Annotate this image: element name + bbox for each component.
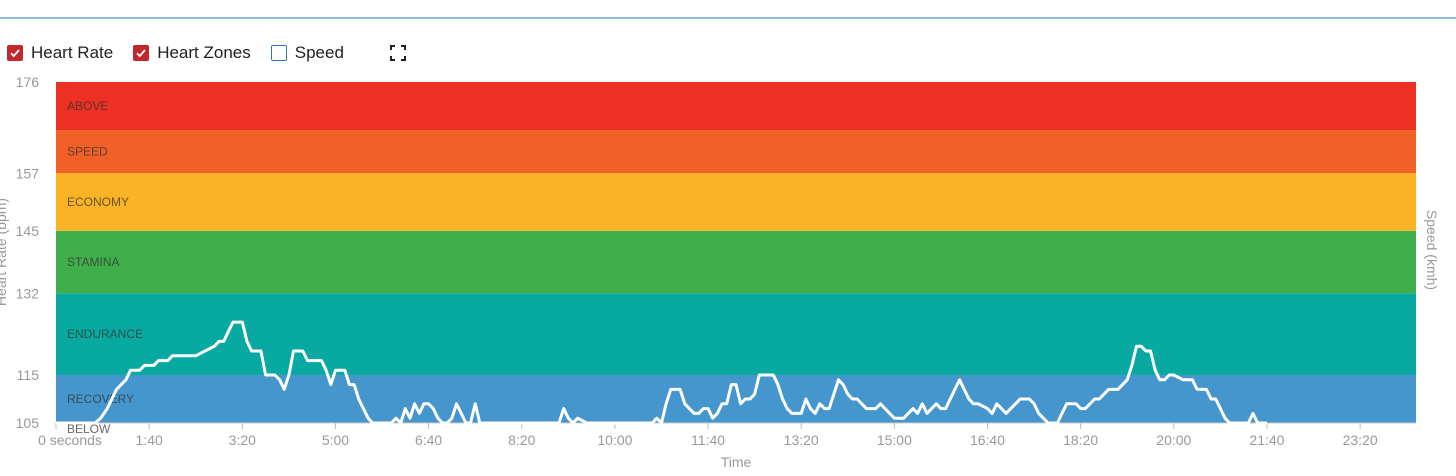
x-tick-label: 15:00: [877, 432, 912, 448]
zone-band-stamina: [56, 230, 1416, 294]
heart-rate-label: Heart Rate: [31, 43, 114, 62]
x-tick-label: 21:40: [1249, 432, 1284, 448]
speed-label: Speed: [294, 43, 344, 62]
y-axis-title: Heart Rate (bpm): [0, 198, 9, 306]
zone-band-endurance: [56, 293, 1416, 375]
heart-rate-toggle[interactable]: Heart Rate: [7, 43, 113, 63]
zone-band-above: [56, 82, 1416, 131]
heart-zones-checkbox[interactable]: [133, 45, 150, 61]
y-ticks: 105 115 132 145 157 176: [16, 74, 40, 431]
top-divider: [0, 17, 1456, 19]
y-tick-label: 105: [16, 415, 40, 431]
x-tick-label: 16:40: [970, 432, 1005, 448]
x-tick-label: 6:40: [415, 432, 442, 448]
y-tick-label: 145: [16, 223, 40, 239]
x-tick-label: 13:20: [784, 432, 819, 448]
heart-rate-checkbox[interactable]: [7, 45, 23, 61]
speed-checkbox[interactable]: [270, 45, 287, 61]
y2-axis-title: Speed (kmh): [1424, 210, 1440, 290]
zones-layer: BELOW RECOVERY ENDURANCE STAMINA ECONOMY SPEE…: [56, 82, 1416, 436]
heart-zones-label: Heart Zones: [157, 43, 251, 62]
x-axis-title: Time: [721, 454, 752, 470]
zone-band-speed: [56, 130, 1416, 174]
fullscreen-icon[interactable]: [389, 45, 406, 61]
x-tick-label: 5:00: [322, 432, 349, 448]
heart-rate-line: [56, 320, 1267, 425]
heart-zones-toggle[interactable]: Heart Zones: [133, 43, 251, 63]
x-tick-label: 8:20: [508, 432, 535, 448]
zone-band-economy: [56, 173, 1416, 231]
x-tick-label: 11:40: [691, 432, 725, 448]
zone-label-economy: ECONOMY: [67, 195, 129, 209]
chart-toolbar: Heart Rate Heart Zones Speed: [0, 40, 406, 66]
x-ticks: 0 seconds 1:40 3:20 5:00 6:40 8:20 10:00 11:40 1…: [38, 422, 1416, 448]
x-tick-label: 20:00: [1156, 432, 1191, 448]
x-tick-label: 0 seconds: [38, 432, 102, 448]
x-tick-label: 23:20: [1343, 432, 1378, 448]
zone-label-stamina: STAMINA: [67, 255, 119, 269]
y-tick-label: 176: [16, 74, 40, 90]
x-tick-label: 10:00: [597, 432, 632, 448]
y-tick-label: 115: [17, 367, 40, 383]
x-tick-label: 18:20: [1063, 432, 1098, 448]
x-tick-label: 3:20: [229, 432, 256, 448]
x-tick-label: 1:40: [136, 432, 163, 448]
zone-label-below: BELOW: [67, 422, 111, 436]
zone-label-above: ABOVE: [67, 99, 108, 113]
zone-label-speed: SPEED: [67, 145, 108, 159]
y-tick-label: 132: [16, 285, 40, 301]
speed-toggle[interactable]: Speed: [270, 43, 344, 63]
zone-label-recovery: RECOVERY: [67, 392, 134, 406]
y-tick-label: 157: [16, 165, 40, 181]
zone-label-endurance: ENDURANCE: [67, 327, 143, 341]
